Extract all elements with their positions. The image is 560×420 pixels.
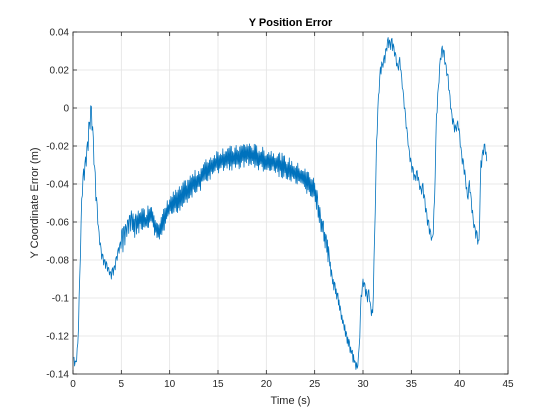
x-tick-label: 45	[502, 379, 514, 390]
axes-box	[72, 31, 509, 375]
plot-area	[73, 32, 508, 374]
ticks	[72, 31, 509, 375]
y-tick-label: -0.12	[46, 332, 69, 343]
y-tick-label: 0	[63, 104, 69, 115]
x-tick-label: 5	[119, 379, 125, 390]
y-tick-label: -0.08	[46, 256, 69, 267]
x-tick-label: 0	[70, 379, 76, 390]
x-tick-label: 15	[212, 379, 224, 390]
series-layer	[73, 37, 488, 370]
x-tick-label: 35	[406, 379, 418, 390]
y-tick-label: -0.1	[52, 294, 70, 305]
y-tick-label: -0.02	[46, 142, 69, 153]
x-tick-label: 30	[357, 379, 369, 390]
y-tick-label: -0.04	[46, 180, 69, 191]
y-tick-label: 0.02	[50, 66, 70, 77]
y-tick-label: -0.14	[46, 370, 69, 381]
x-tick-label: 20	[261, 379, 273, 390]
x-tick-label: 25	[309, 379, 321, 390]
y-tick-label: -0.06	[46, 218, 69, 229]
chart-title: Y Position Error	[249, 17, 333, 29]
y-axis-label: Y Coordinate Error (m)	[29, 147, 41, 258]
series-line	[73, 37, 488, 370]
x-axis-label: Time (s)	[271, 395, 311, 407]
tick-labels: 0 5 10 15 20 25 30 35 40 45 -0.14 -0.12 -0.1 -0.08 -0.…	[46, 28, 514, 391]
y-tick-label: 0.04	[50, 28, 70, 39]
x-tick-label: 10	[164, 379, 176, 390]
x-tick-label: 40	[454, 379, 466, 390]
